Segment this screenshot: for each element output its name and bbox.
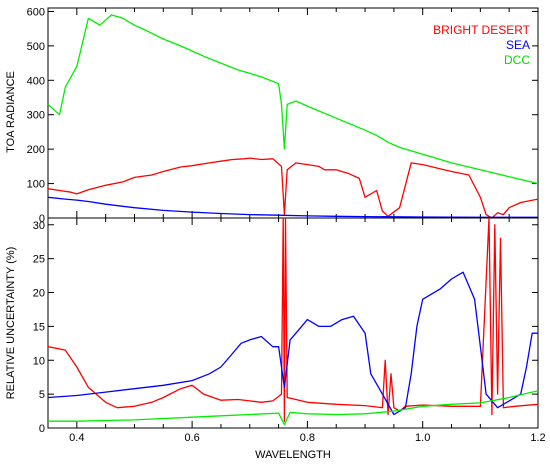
uncertainty-series-bright-desert	[48, 218, 538, 422]
radiance-series-dcc	[48, 14, 538, 185]
x-axis-label: WAVELENGTH	[255, 449, 331, 461]
uncertainty-series-dcc	[48, 390, 538, 426]
radiance-y-tick-label: 300	[27, 110, 45, 122]
radiance-series-bright-desert	[48, 157, 538, 218]
radiance-y-tick-label: 600	[27, 6, 45, 18]
uncertainty-y-axis-label: RELATIVE UNCERTAINTY (%)	[5, 247, 17, 400]
uncertainty-x-tick-label: 1.0	[415, 432, 430, 444]
uncertainty-y-tick-label: 25	[33, 254, 45, 266]
radiance-panel: 0 100 200 300 400 500 600	[27, 6, 539, 225]
uncertainty-plot-frame	[47, 217, 539, 429]
uncertainty-y-tick-label: 15	[33, 321, 45, 333]
radiance-y-tick-label: 0	[39, 213, 45, 225]
legend-dcc: DCC	[504, 53, 530, 67]
uncertainty-x-tick-label: 0.4	[69, 432, 84, 444]
uncertainty-x-tick-label: 0.6	[184, 432, 199, 444]
uncertainty-y-tick-label: 20	[33, 288, 45, 300]
legend: BRIGHT DESERT SEA DCC	[433, 23, 531, 67]
radiance-y-tick-label: 500	[27, 41, 45, 53]
uncertainty-x-tick-label: 1.2	[530, 432, 545, 444]
radiance-series-sea	[48, 196, 538, 218]
legend-sea: SEA	[506, 38, 530, 52]
radiance-y-axis-label: TOA RADIANCE	[5, 71, 17, 153]
uncertainty-series-sea	[48, 271, 538, 416]
uncertainty-y-tick-label: 30	[33, 220, 45, 232]
uncertainty-x-tick-label: 0.8	[300, 432, 315, 444]
uncertainty-y-tick-label: 0	[39, 423, 45, 435]
uncertainty-y-tick-label: 10	[33, 355, 45, 367]
radiance-y-tick-label: 400	[27, 75, 45, 87]
uncertainty-panel: 0 5 10 15 20 25 30 0.4 0.6 0.8 1.0 1.2	[33, 217, 546, 444]
radiance-plot-frame	[47, 7, 539, 219]
radiance-y-tick-label: 200	[27, 144, 45, 156]
legend-bright-desert: BRIGHT DESERT	[433, 23, 531, 37]
radiance-y-tick-label: 100	[27, 179, 45, 191]
uncertainty-y-tick-label: 5	[39, 389, 45, 401]
